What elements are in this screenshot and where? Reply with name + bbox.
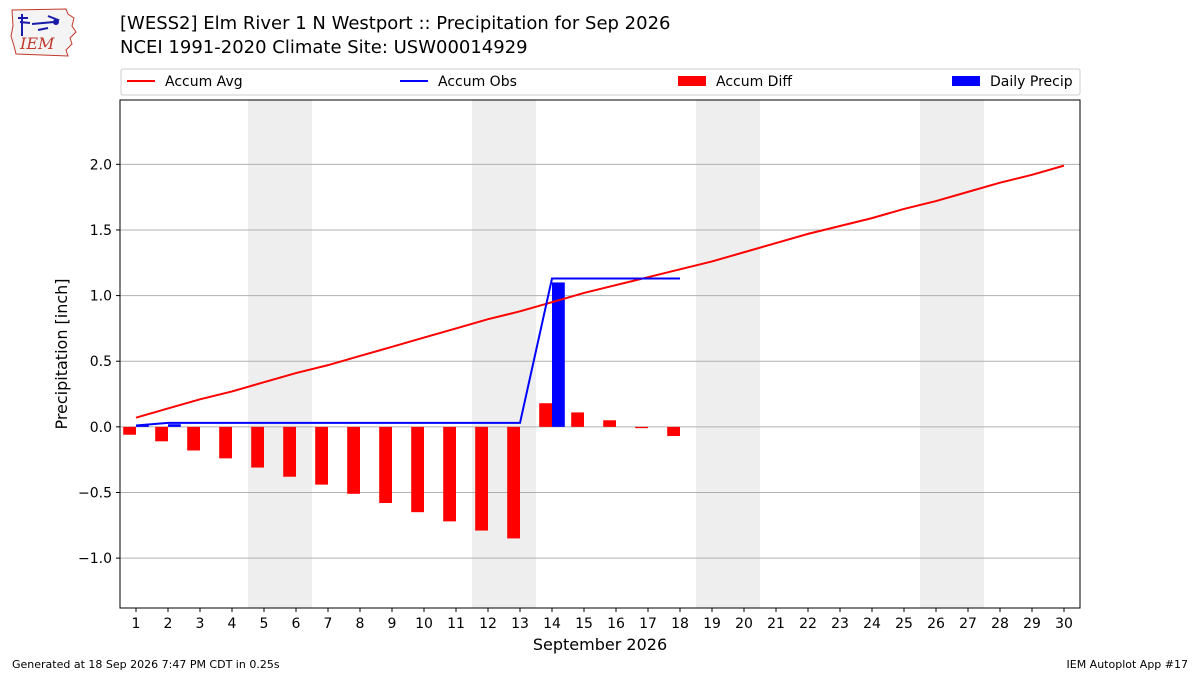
y-axis: −1.0 −0.5 0.0 0.5 1.0 1.5 2.0 <box>78 157 120 567</box>
x-axis: 1 2 3 4 5 6 7 8 9 10 11 12 13 14 15 16 17 18 19 20 21 22 23 24 2… <box>132 608 1073 632</box>
y-tick-label: 1.5 <box>90 223 112 239</box>
x-tick-label: 26 <box>927 616 945 632</box>
x-tick-label: 6 <box>292 616 301 632</box>
x-tick-label: 23 <box>831 616 849 632</box>
x-tick-label: 11 <box>447 616 465 632</box>
accum-diff-bar <box>315 426 328 485</box>
series-lines <box>135 164 1065 427</box>
x-tick-label: 5 <box>260 616 269 632</box>
x-axis-label: September 2026 <box>533 635 667 654</box>
x-tick-label: 25 <box>895 616 913 632</box>
accum-diff-bar <box>539 403 552 427</box>
accum-diff-bar <box>155 426 168 442</box>
accum-avg-line <box>135 164 1065 419</box>
x-tick-label: 1 <box>132 616 141 632</box>
x-tick-label: 20 <box>735 616 753 632</box>
accum-diff-bar <box>347 426 360 494</box>
grid-lines <box>120 163 1080 559</box>
x-tick-label: 29 <box>1023 616 1041 632</box>
legend-label: Accum Obs <box>438 74 517 90</box>
x-tick-label: 27 <box>959 616 977 632</box>
x-tick-label: 16 <box>607 616 625 632</box>
x-tick-label: 7 <box>324 616 333 632</box>
accum-diff-bar <box>571 412 584 427</box>
accum-diff-bar <box>507 426 520 539</box>
accum-diff-bar <box>411 426 424 513</box>
x-tick-label: 22 <box>799 616 817 632</box>
chart-subtitle: NCEI 1991-2020 Climate Site: USW00014929 <box>120 37 528 58</box>
accum-diff-bar <box>475 426 488 531</box>
x-tick-label: 24 <box>863 616 881 632</box>
weekend-bands <box>248 100 984 608</box>
x-tick-label: 9 <box>388 616 397 632</box>
footer-app: IEM Autoplot App #17 <box>1066 658 1189 671</box>
iem-logo: IEM <box>8 6 80 58</box>
chart-title: [WESS2] Elm River 1 N Westport :: Precip… <box>120 13 671 34</box>
accum-diff-bar <box>283 426 296 477</box>
daily-precip-bars <box>136 282 565 427</box>
accum-obs-line <box>135 277 680 427</box>
x-tick-label: 18 <box>671 616 689 632</box>
y-tick-label: 2.0 <box>90 157 112 173</box>
x-tick-label: 14 <box>543 616 561 632</box>
accum-diff-bar <box>251 426 264 468</box>
x-tick-label: 8 <box>356 616 365 632</box>
x-tick-label: 13 <box>511 616 529 632</box>
legend-label: Accum Avg <box>165 74 243 90</box>
legend-swatch-bar <box>678 76 706 86</box>
y-tick-label: 0.0 <box>90 420 112 436</box>
daily-precip-bar <box>552 282 565 427</box>
footer-generated: Generated at 18 Sep 2026 7:47 PM CDT in … <box>12 658 280 671</box>
legend: Accum Avg Accum Obs Accum Diff Daily Precip <box>120 68 1081 96</box>
accum-diff-bar <box>667 426 680 437</box>
accum-diff-bar <box>603 420 616 427</box>
plot-frame <box>119 99 1081 609</box>
accum-diff-bar <box>379 426 392 503</box>
x-tick-label: 19 <box>703 616 721 632</box>
legend-box <box>120 68 1081 96</box>
x-tick-label: 21 <box>767 616 785 632</box>
legend-label: Daily Precip <box>990 74 1073 90</box>
x-tick-label: 28 <box>991 616 1009 632</box>
logo-text: IEM <box>19 34 55 53</box>
x-tick-label: 15 <box>575 616 593 632</box>
accum-diff-bar <box>123 426 136 435</box>
y-tick-label: −0.5 <box>78 485 112 501</box>
accum-diff-bars <box>123 403 680 539</box>
x-tick-label: 3 <box>196 616 205 632</box>
y-tick-label: 0.5 <box>90 354 112 370</box>
x-tick-label: 10 <box>415 616 433 632</box>
x-tick-label: 2 <box>164 616 173 632</box>
weekend-band <box>696 100 760 608</box>
y-tick-label: −1.0 <box>78 551 112 567</box>
x-tick-label: 4 <box>228 616 237 632</box>
weekend-band <box>920 100 984 608</box>
accum-diff-bar <box>219 426 232 459</box>
y-axis-label: Precipitation [inch] <box>52 278 71 429</box>
legend-label: Accum Diff <box>716 74 792 90</box>
accum-diff-bar <box>187 426 200 451</box>
weekend-band <box>472 100 536 608</box>
y-tick-label: 1.0 <box>90 289 112 305</box>
daily-precip-bar <box>168 424 181 427</box>
legend-swatch-bar <box>952 76 980 86</box>
weekend-band <box>248 100 312 608</box>
daily-precip-bar <box>136 425 149 427</box>
accum-diff-bar <box>443 426 456 522</box>
x-tick-label: 30 <box>1055 616 1073 632</box>
accum-diff-bar <box>635 426 648 429</box>
x-tick-label: 17 <box>639 616 657 632</box>
x-tick-label: 12 <box>479 616 497 632</box>
